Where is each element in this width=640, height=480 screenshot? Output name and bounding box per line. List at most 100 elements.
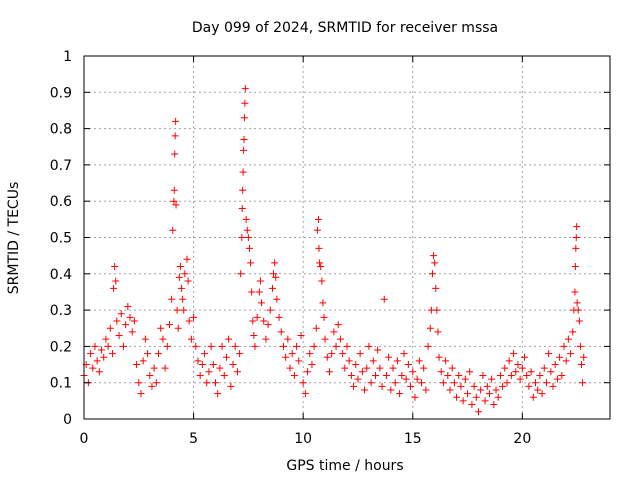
data-point: [435, 353, 443, 361]
data-point: [358, 368, 366, 376]
data-point: [576, 342, 584, 350]
data-point: [304, 368, 312, 376]
data-point: [236, 350, 244, 358]
data-point: [567, 350, 575, 358]
data-point: [534, 386, 542, 394]
chart-title: Day 099 of 2024, SRMTID for receiver mss…: [192, 20, 498, 36]
data-point: [175, 273, 183, 281]
data-point: [470, 382, 478, 390]
y-tick-label: 0.3: [50, 303, 72, 319]
data-point: [312, 324, 320, 332]
data-point: [220, 371, 228, 379]
data-point: [387, 386, 395, 394]
data-point: [133, 361, 141, 369]
data-point: [163, 342, 171, 350]
data-point: [240, 135, 248, 143]
data-point: [169, 226, 177, 234]
data-point: [272, 273, 280, 281]
data-point: [284, 335, 292, 343]
data-point: [468, 400, 476, 408]
y-tick-label: 0.5: [50, 231, 72, 247]
data-point: [203, 379, 211, 387]
data-point: [444, 371, 452, 379]
data-point: [459, 397, 467, 405]
data-point: [343, 342, 351, 350]
data-point: [242, 215, 250, 223]
data-point: [218, 342, 226, 350]
data-point: [115, 332, 123, 340]
data-point: [126, 313, 134, 321]
data-point: [155, 350, 163, 358]
data-point: [171, 150, 179, 158]
data-point: [282, 353, 290, 361]
data-point: [297, 332, 305, 340]
data-point: [144, 350, 152, 358]
data-point: [317, 263, 325, 271]
data-point: [293, 342, 301, 350]
data-point: [207, 342, 215, 350]
data-point: [527, 368, 535, 376]
data-point: [363, 364, 371, 372]
y-tick-label: 0.4: [50, 267, 72, 283]
data-point: [172, 201, 180, 209]
data-point: [286, 364, 294, 372]
data-point: [334, 321, 342, 329]
data-point: [426, 324, 434, 332]
data-point: [184, 277, 192, 285]
data-point: [271, 259, 279, 267]
data-point: [332, 342, 340, 350]
data-point: [396, 390, 404, 398]
data-point: [255, 288, 263, 296]
data-point: [239, 186, 247, 194]
data-point: [325, 368, 333, 376]
data-point: [578, 361, 586, 369]
data-point: [159, 335, 167, 343]
data-point: [315, 244, 323, 252]
data-point: [161, 364, 169, 372]
data-point: [91, 342, 99, 350]
data-point: [382, 371, 390, 379]
data-point: [106, 324, 114, 332]
data-point: [170, 186, 178, 194]
data-point: [150, 364, 158, 372]
data-point: [253, 313, 261, 321]
data-point: [315, 215, 323, 223]
data-point: [310, 342, 318, 350]
data-point: [243, 226, 251, 234]
x-tick-label: 0: [80, 431, 89, 447]
data-point: [430, 252, 438, 260]
data-point: [198, 361, 206, 369]
data-point: [249, 317, 257, 325]
data-point: [457, 382, 465, 390]
data-point: [415, 357, 423, 365]
data-point: [288, 350, 296, 358]
data-point: [490, 400, 498, 408]
data-point: [104, 342, 112, 350]
data-point: [196, 371, 204, 379]
data-point: [201, 350, 209, 358]
data-point: [241, 85, 249, 93]
data-point: [437, 368, 445, 376]
data-point: [328, 350, 336, 358]
data-point: [418, 379, 426, 387]
plot-frame: [83, 55, 611, 420]
data-point: [194, 357, 202, 365]
data-point: [352, 361, 360, 369]
data-point: [89, 364, 97, 372]
data-point: [205, 368, 213, 376]
data-point: [479, 371, 487, 379]
data-point: [87, 350, 95, 358]
data-point: [192, 342, 200, 350]
data-point: [180, 306, 188, 314]
data-point: [216, 364, 224, 372]
data-point: [347, 371, 355, 379]
data-point: [422, 386, 430, 394]
data-point: [209, 361, 217, 369]
y-tick-label: 0.9: [50, 85, 72, 101]
data-point: [179, 295, 187, 303]
data-point: [176, 263, 184, 271]
data-point: [102, 335, 110, 343]
data-point: [157, 324, 165, 332]
data-point: [214, 390, 222, 398]
data-point: [354, 375, 362, 383]
